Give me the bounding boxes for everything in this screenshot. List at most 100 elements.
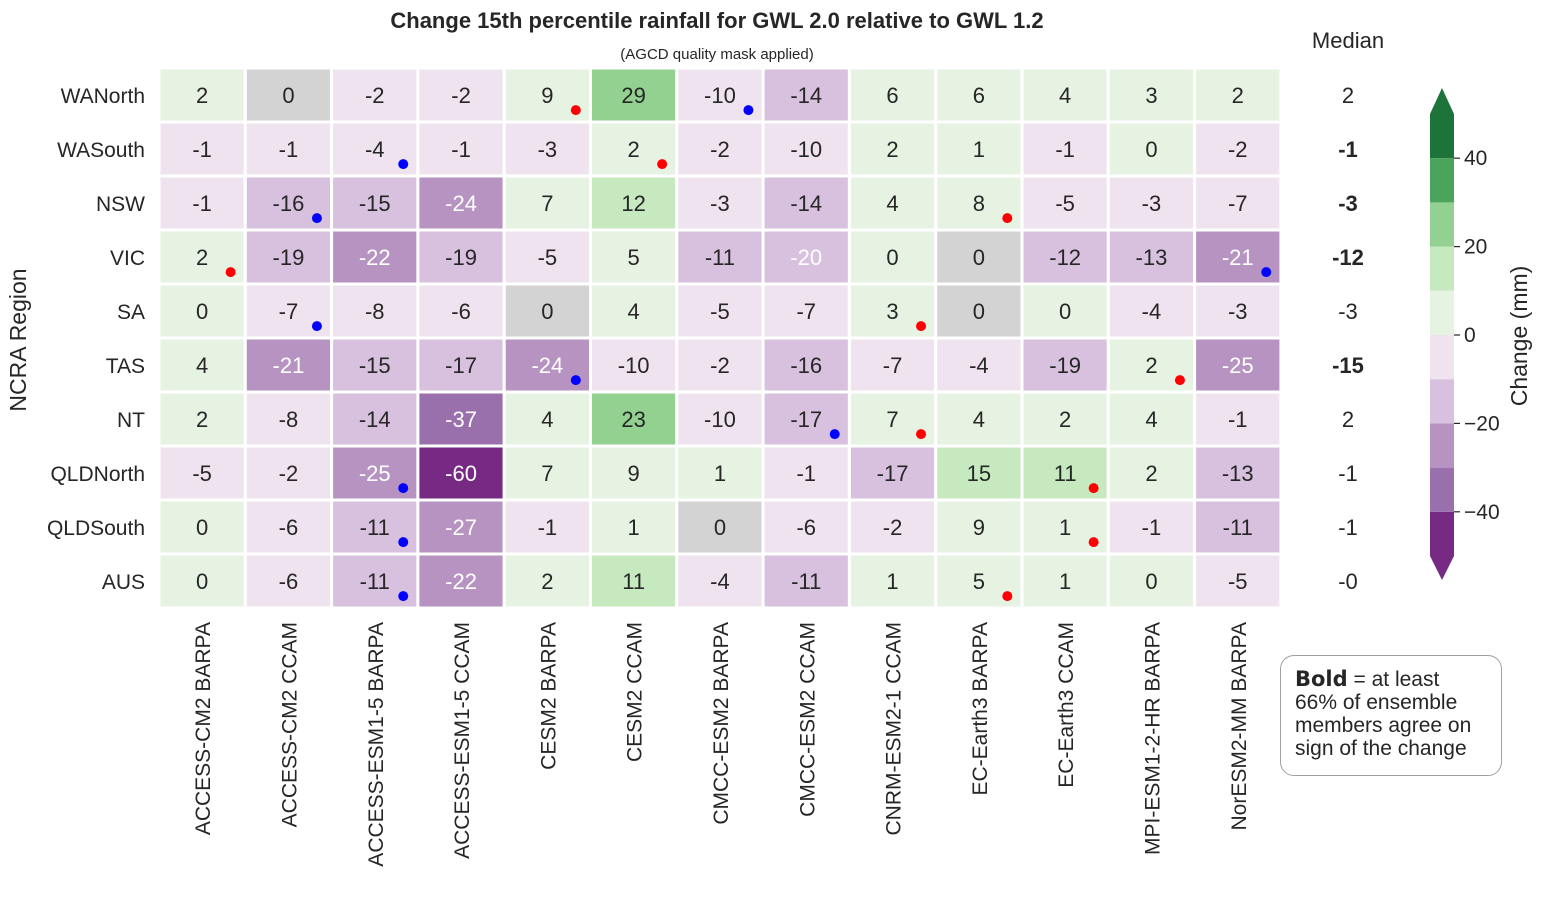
cell-5-3 xyxy=(416,336,506,394)
cell-value-8-8: -2 xyxy=(883,515,903,540)
column-label-4: CESM2 BARPA xyxy=(537,622,560,770)
colorbar-bin-0 xyxy=(1430,511,1454,556)
cell-value-1-11: 0 xyxy=(1145,137,1157,162)
cell-value-8-9: 9 xyxy=(973,515,985,540)
cell-1-1 xyxy=(243,120,334,178)
cell-9-11 xyxy=(1106,552,1197,610)
red-marker-0-4 xyxy=(570,105,581,116)
cell-value-5-7: -16 xyxy=(790,353,822,378)
colorbar-bin-7 xyxy=(1430,202,1454,247)
column-label-12: NorESM2-MM BARPA xyxy=(1228,622,1251,830)
row-label-wasouth: WASouth xyxy=(57,139,145,162)
cell-value-9-7: -11 xyxy=(791,569,821,594)
cell-value-0-6: -10 xyxy=(704,83,736,108)
row-labels: WANorth WASouth NSW VIC SA TAS NT QLDNorth QLDSo… xyxy=(47,85,145,594)
cell-value-8-0: 0 xyxy=(196,515,208,540)
cell-value-5-5: -10 xyxy=(618,353,650,378)
cell-4-12 xyxy=(1193,282,1283,340)
cell-9-5 xyxy=(589,552,679,610)
cell-value-5-4: -24 xyxy=(531,353,563,378)
cell-2-4 xyxy=(502,174,593,232)
cell-value-7-7: -1 xyxy=(796,461,816,486)
cell-value-4-4: 0 xyxy=(541,299,553,324)
cell-value-6-11: 4 xyxy=(1145,407,1157,432)
cell-value-3-12: -21 xyxy=(1222,245,1254,270)
bold-note-box: Bold = at least 66% of ensemble members … xyxy=(1280,655,1502,776)
cell-0-10 xyxy=(1020,66,1110,124)
cell-5-1 xyxy=(243,336,334,394)
cell-3-9 xyxy=(934,228,1024,286)
cell-2-0 xyxy=(157,174,247,232)
heatmap-markers xyxy=(225,105,1272,602)
colorbar-bin-1 xyxy=(1430,467,1454,512)
cell-value-3-8: 0 xyxy=(886,245,898,270)
bold-note-text: = at least 66% of ensemble members agree… xyxy=(1295,668,1472,760)
cell-value-6-4: 4 xyxy=(541,407,553,432)
cell-value-0-3: -2 xyxy=(451,83,471,108)
cell-value-7-10: 11 xyxy=(1054,461,1077,486)
cell-9-1 xyxy=(243,552,334,610)
cell-value-1-0: -1 xyxy=(192,137,212,162)
cell-value-3-4: -5 xyxy=(538,245,558,270)
cell-value-1-10: -1 xyxy=(1055,137,1075,162)
cell-value-8-4: -1 xyxy=(538,515,558,540)
cell-value-0-8: 6 xyxy=(886,83,898,108)
row-label-aus: AUS xyxy=(102,571,145,594)
column-label-3: ACCESS-ESM1-5 CCAM xyxy=(451,622,474,859)
cell-8-11 xyxy=(1106,498,1197,556)
cell-value-3-5: 5 xyxy=(628,245,640,270)
column-label-5: CESM2 CCAM xyxy=(624,622,647,762)
cell-4-2 xyxy=(330,282,420,340)
cell-value-6-7: -17 xyxy=(790,407,822,432)
column-label-11: MPI-ESM1-2-HR BARPA xyxy=(1141,622,1164,855)
cell-value-6-9: 4 xyxy=(973,407,985,432)
median-value-9: -0 xyxy=(1338,569,1358,594)
cell-2-8 xyxy=(847,174,938,232)
blue-marker-0-6 xyxy=(743,105,754,116)
cell-value-6-12: -1 xyxy=(1228,407,1248,432)
column-label-0: ACCESS-CM2 BARPA xyxy=(192,622,215,835)
cell-5-6 xyxy=(675,336,765,394)
cell-value-5-11: 2 xyxy=(1145,353,1157,378)
cell-value-4-6: -5 xyxy=(710,299,730,324)
cell-value-4-7: -7 xyxy=(796,299,816,324)
cell-5-8 xyxy=(847,336,938,394)
cell-value-7-12: -13 xyxy=(1222,461,1254,486)
cell-value-4-8: 3 xyxy=(886,299,898,324)
cell-value-7-0: -5 xyxy=(192,461,212,486)
cell-value-9-10: 1 xyxy=(1059,569,1071,594)
cell-value-6-10: 2 xyxy=(1059,407,1071,432)
median-value-5: -15 xyxy=(1332,353,1364,378)
cell-0-5 xyxy=(589,66,679,124)
heatmap-cells: 2 0 -2 -2 9 29 -10 -14 6 6 4 3 2-1 -1 -4 -1 -3 2 -2 -10 2 1 -1… xyxy=(157,66,1283,610)
y-axis-label: NCRA Region xyxy=(5,268,31,411)
colorbar-bin-5 xyxy=(1430,290,1454,335)
red-marker-2-9 xyxy=(1002,213,1013,224)
red-marker-4-8 xyxy=(916,321,927,332)
cell-value-1-4: -3 xyxy=(538,137,558,162)
cell-7-9 xyxy=(934,444,1024,502)
cell-value-1-2: -4 xyxy=(365,137,385,162)
cell-6-1 xyxy=(243,390,334,448)
row-label-sa: SA xyxy=(117,301,145,324)
colorbar-bin-3 xyxy=(1430,379,1454,424)
median-value-7: -1 xyxy=(1338,461,1358,486)
red-marker-8-10 xyxy=(1088,537,1099,548)
cell-value-8-3: -27 xyxy=(445,515,477,540)
cell-value-6-2: -14 xyxy=(359,407,391,432)
cell-value-2-7: -14 xyxy=(790,191,822,216)
cell-value-1-8: 2 xyxy=(886,137,898,162)
cell-value-4-0: 0 xyxy=(196,299,208,324)
cell-4-9 xyxy=(934,282,1024,340)
colorbar-bin-9 xyxy=(1430,114,1454,159)
median-value-4: -3 xyxy=(1338,299,1358,324)
blue-marker-7-2 xyxy=(398,483,409,494)
cell-value-8-11: -1 xyxy=(1142,515,1162,540)
colorbar-tick-label-2: 0 xyxy=(1464,324,1476,347)
cell-7-0 xyxy=(157,444,247,502)
cell-value-7-2: -25 xyxy=(359,461,391,486)
cell-6-10 xyxy=(1020,390,1110,448)
column-label-7: CMCC-ESM2 CCAM xyxy=(796,622,819,817)
cell-1-11 xyxy=(1106,120,1197,178)
cell-value-5-12: -25 xyxy=(1222,353,1254,378)
